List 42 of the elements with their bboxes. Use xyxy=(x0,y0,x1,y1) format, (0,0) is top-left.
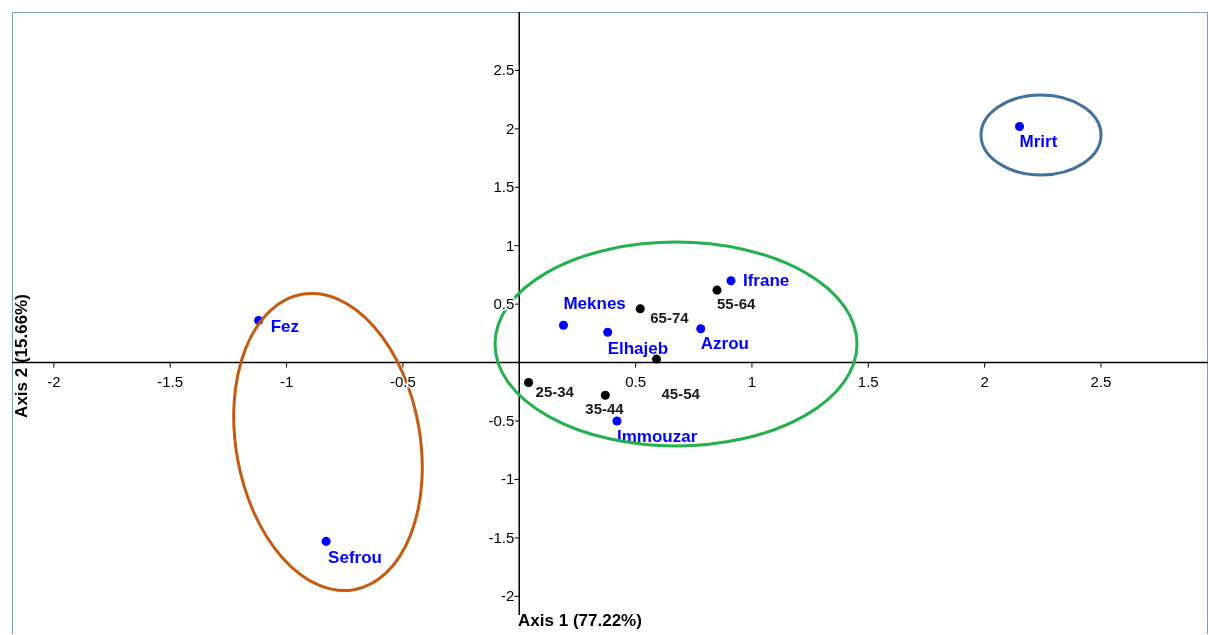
point xyxy=(321,536,331,546)
annotation: 65-74 xyxy=(650,308,690,326)
point xyxy=(558,320,568,330)
point xyxy=(600,390,610,400)
annotation: Ifrane xyxy=(743,270,790,290)
annotation: Elhajeb xyxy=(607,339,669,359)
x-tick-label: -1.5 xyxy=(157,372,184,390)
point xyxy=(696,324,706,334)
x-axis-title: Axis 1 (77.22%) xyxy=(517,611,643,631)
y-tick-label: -1 xyxy=(500,470,515,488)
annotation: Azrou xyxy=(700,333,749,353)
annotation: Immouzar xyxy=(616,427,698,447)
point xyxy=(726,276,736,286)
y-tick-label: 1.5 xyxy=(493,178,515,196)
point xyxy=(712,285,722,295)
x-tick-label: 0.5 xyxy=(625,372,647,390)
annotation: Mrirt xyxy=(1019,131,1058,151)
x-tick-label: 2.5 xyxy=(1090,372,1112,390)
point xyxy=(1015,122,1025,132)
point xyxy=(612,416,622,426)
y-axis-title: Axis 2 (15.66%) xyxy=(12,294,32,418)
annotation: 55-64 xyxy=(717,295,757,313)
point xyxy=(603,327,613,337)
y-tick-label: 1 xyxy=(505,236,515,254)
annotation: 45-54 xyxy=(661,385,701,403)
x-tick-label: 1 xyxy=(747,372,757,390)
y-tick-label: -0.5 xyxy=(488,412,515,430)
x-tick-label: 1.5 xyxy=(857,372,879,390)
y-tick-label: 2.5 xyxy=(493,61,515,79)
x-tick-label: -2 xyxy=(47,372,61,390)
x-tick-label: 2 xyxy=(980,372,989,390)
y-tick-label: -1.5 xyxy=(488,528,515,546)
point xyxy=(635,304,645,314)
y-tick-label: 2 xyxy=(505,119,515,137)
x-tick-label: -1 xyxy=(279,372,294,390)
annotation: 35-44 xyxy=(585,400,625,418)
annotation: Fez xyxy=(270,316,299,336)
y-tick-label: -2 xyxy=(500,587,515,605)
annotation: Meknes xyxy=(563,294,626,314)
annotation: 25-34 xyxy=(535,383,575,401)
point xyxy=(524,377,534,387)
annotation: Sefrou xyxy=(328,548,382,568)
